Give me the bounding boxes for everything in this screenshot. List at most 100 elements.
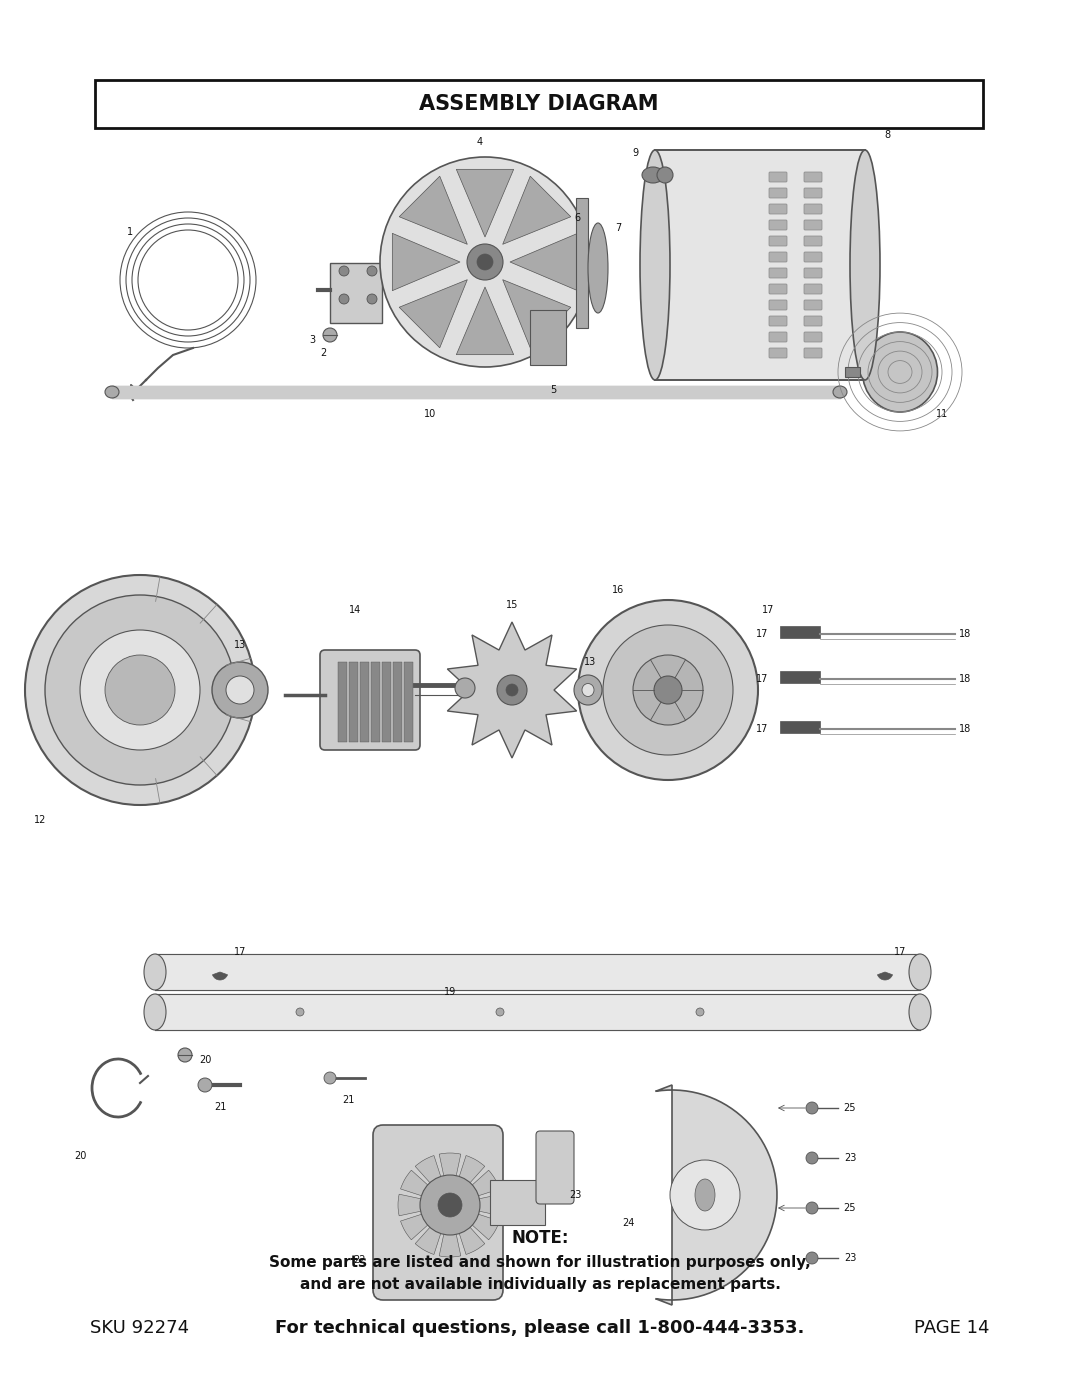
Bar (382, 662, 391, 742)
Circle shape (380, 156, 590, 367)
Bar (530, 310, 566, 365)
Ellipse shape (696, 1179, 715, 1211)
Text: 18: 18 (959, 724, 971, 733)
Bar (780, 721, 820, 733)
Circle shape (323, 328, 337, 342)
Circle shape (806, 1153, 818, 1164)
Text: For technical questions, please call 1-800-444-3353.: For technical questions, please call 1-8… (275, 1319, 805, 1337)
Bar (349, 662, 357, 742)
Bar (654, 149, 865, 380)
Text: 23: 23 (843, 1253, 856, 1263)
FancyBboxPatch shape (769, 332, 787, 342)
FancyBboxPatch shape (373, 1125, 503, 1301)
Text: 4: 4 (477, 137, 483, 147)
Wedge shape (450, 1171, 499, 1206)
Circle shape (339, 293, 349, 305)
Text: SKU 92274: SKU 92274 (90, 1319, 189, 1337)
Text: 22: 22 (354, 1255, 366, 1266)
Circle shape (296, 1009, 303, 1016)
FancyBboxPatch shape (804, 236, 822, 246)
Circle shape (367, 265, 377, 277)
Text: 19: 19 (444, 988, 456, 997)
Text: 10: 10 (423, 409, 436, 419)
Bar (338, 662, 347, 742)
FancyBboxPatch shape (804, 219, 822, 231)
FancyBboxPatch shape (804, 172, 822, 182)
Text: 8: 8 (883, 130, 890, 140)
Polygon shape (400, 279, 468, 348)
Wedge shape (213, 972, 228, 981)
Text: 13: 13 (234, 640, 246, 650)
FancyBboxPatch shape (804, 251, 822, 263)
Bar (780, 626, 820, 638)
Text: 18: 18 (959, 673, 971, 685)
FancyBboxPatch shape (804, 284, 822, 293)
Circle shape (654, 676, 681, 704)
Text: 23: 23 (569, 1190, 581, 1200)
FancyBboxPatch shape (769, 284, 787, 293)
Circle shape (467, 244, 503, 279)
Text: 25: 25 (843, 1203, 856, 1213)
Wedge shape (440, 1206, 461, 1257)
Ellipse shape (909, 995, 931, 1030)
Wedge shape (450, 1206, 485, 1255)
Wedge shape (415, 1206, 450, 1255)
Text: 6: 6 (573, 212, 580, 224)
Wedge shape (450, 1155, 485, 1206)
Ellipse shape (573, 675, 602, 705)
Circle shape (324, 1071, 336, 1084)
Text: 11: 11 (936, 409, 948, 419)
Text: 25: 25 (843, 1104, 856, 1113)
Bar (845, 367, 860, 377)
Circle shape (578, 599, 758, 780)
Circle shape (25, 576, 255, 805)
Text: Some parts are listed and shown for illustration purposes only,: Some parts are listed and shown for illu… (269, 1255, 811, 1270)
Polygon shape (457, 286, 514, 355)
Text: 20: 20 (199, 1055, 212, 1065)
FancyBboxPatch shape (769, 204, 787, 214)
Ellipse shape (144, 954, 166, 990)
FancyBboxPatch shape (804, 332, 822, 342)
Text: 17: 17 (756, 724, 768, 733)
Circle shape (806, 1201, 818, 1214)
Text: 5: 5 (550, 386, 556, 395)
Text: 17: 17 (756, 673, 768, 685)
Ellipse shape (588, 224, 608, 313)
Ellipse shape (850, 149, 880, 380)
Text: 14: 14 (349, 605, 361, 615)
Text: 16: 16 (612, 585, 624, 595)
Text: 17: 17 (894, 947, 906, 957)
FancyBboxPatch shape (769, 172, 787, 182)
Circle shape (696, 1009, 704, 1016)
Text: 20: 20 (73, 1151, 86, 1161)
Wedge shape (450, 1206, 499, 1239)
Circle shape (455, 678, 475, 698)
Text: 2: 2 (320, 348, 326, 358)
Circle shape (438, 1193, 462, 1217)
Ellipse shape (105, 386, 119, 398)
Text: 1: 1 (127, 226, 133, 237)
Circle shape (806, 1252, 818, 1264)
FancyBboxPatch shape (769, 219, 787, 231)
FancyBboxPatch shape (769, 189, 787, 198)
Ellipse shape (642, 168, 664, 183)
Bar (95, 80, 983, 129)
Text: 24: 24 (622, 1218, 634, 1228)
Bar (576, 198, 588, 328)
Bar (360, 662, 369, 742)
FancyBboxPatch shape (330, 263, 382, 323)
FancyBboxPatch shape (769, 251, 787, 263)
Text: 23: 23 (843, 1153, 856, 1162)
Ellipse shape (582, 683, 594, 697)
Polygon shape (400, 176, 468, 244)
Circle shape (603, 624, 733, 754)
Ellipse shape (144, 995, 166, 1030)
Circle shape (496, 1009, 504, 1016)
Circle shape (367, 293, 377, 305)
Wedge shape (401, 1171, 450, 1206)
FancyBboxPatch shape (769, 236, 787, 246)
Text: 18: 18 (959, 629, 971, 638)
FancyBboxPatch shape (804, 189, 822, 198)
FancyBboxPatch shape (769, 348, 787, 358)
Ellipse shape (640, 149, 670, 380)
